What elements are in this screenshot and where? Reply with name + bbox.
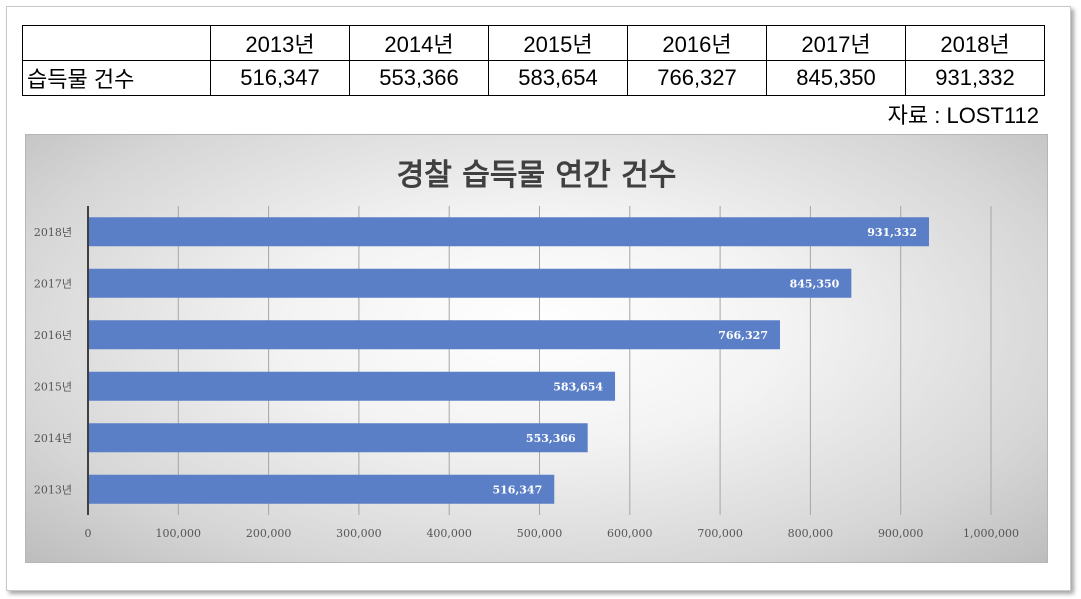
category-label: 2017년 xyxy=(34,277,72,290)
table-value-cell: 931,332 xyxy=(905,60,1045,96)
bar xyxy=(88,268,852,298)
data-label: 766,327 xyxy=(718,329,768,342)
bar xyxy=(88,423,588,453)
table-year-cell: 2013년 xyxy=(210,25,350,61)
category-label: 2014년 xyxy=(34,432,72,445)
category-label: 2018년 xyxy=(34,226,72,239)
table-value-cell: 516,347 xyxy=(210,60,350,96)
data-label: 931,332 xyxy=(867,226,917,239)
x-tick-label: 1,000,000 xyxy=(963,527,1019,540)
bar xyxy=(88,371,616,401)
table-year-cell: 2014년 xyxy=(349,25,489,61)
table-value-cell: 583,654 xyxy=(488,60,628,96)
x-tick-label: 800,000 xyxy=(788,527,834,540)
stats-table: 2013년 2014년 2015년 2016년 2017년 2018년 습득물 … xyxy=(22,25,1045,96)
bar xyxy=(88,217,929,247)
category-label: 2015년 xyxy=(34,380,72,393)
table-value-cell: 553,366 xyxy=(349,60,489,96)
x-tick-label: 300,000 xyxy=(336,527,382,540)
x-tick-label: 200,000 xyxy=(246,527,292,540)
chart-title: 경찰 습득물 연간 건수 xyxy=(396,158,677,193)
table-value-cell: 845,350 xyxy=(766,60,906,96)
x-tick-label: 700,000 xyxy=(697,527,743,540)
x-tick-label: 100,000 xyxy=(156,527,202,540)
table-year-cell: 2018년 xyxy=(905,25,1045,61)
data-label: 553,366 xyxy=(526,432,576,445)
x-tick-label: 0 xyxy=(85,527,92,540)
table-year-cell: 2016년 xyxy=(627,25,767,61)
bar xyxy=(88,320,780,350)
category-label: 2016년 xyxy=(34,329,72,342)
data-label: 845,350 xyxy=(790,277,840,290)
source-note: 자료 : LOST112 xyxy=(887,103,1039,128)
table-row: 습득물 건수 516,347 553,366 583,654 766,327 8… xyxy=(22,60,1045,96)
table-year-cell: 2015년 xyxy=(488,25,628,61)
data-label: 516,347 xyxy=(492,483,542,496)
data-label: 583,654 xyxy=(553,380,603,393)
x-tick-label: 500,000 xyxy=(517,527,563,540)
x-tick-label: 600,000 xyxy=(607,527,653,540)
x-tick-label: 900,000 xyxy=(878,527,924,540)
x-tick-label: 400,000 xyxy=(426,527,472,540)
category-label: 2013년 xyxy=(34,483,72,496)
bar xyxy=(88,474,555,504)
table-value-cell: 766,327 xyxy=(627,60,767,96)
table-row-label: 습득물 건수 xyxy=(22,60,211,96)
